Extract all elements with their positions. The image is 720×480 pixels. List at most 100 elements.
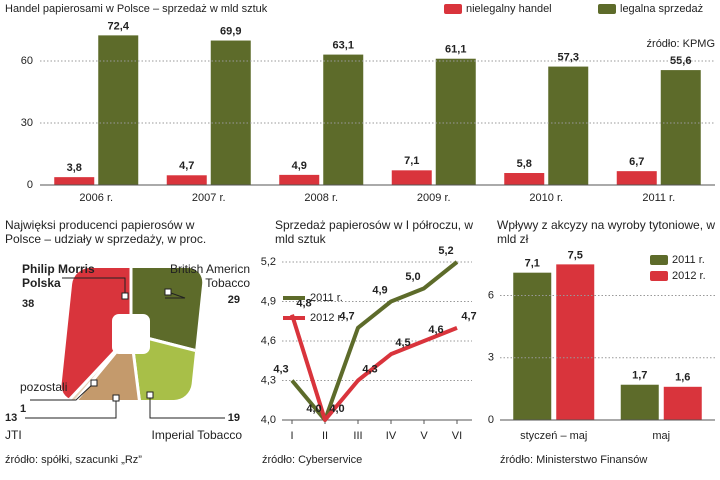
x-tick-label: 2006 r. bbox=[79, 192, 113, 204]
bar bbox=[616, 171, 657, 185]
value-label: 4,9 bbox=[292, 160, 307, 172]
y-tick-label: 0 bbox=[27, 179, 33, 191]
value-label: 5,2 bbox=[438, 245, 453, 257]
bar bbox=[663, 386, 702, 420]
value-label: 4,9 bbox=[372, 284, 387, 296]
leader-line bbox=[62, 277, 126, 296]
value-label: 4,3 bbox=[273, 363, 288, 375]
value-label: 4,3 bbox=[362, 363, 377, 375]
y-tick-label: 6 bbox=[488, 289, 494, 301]
bar bbox=[435, 58, 476, 185]
y-tick-label: 4,0 bbox=[261, 414, 276, 426]
x-tick-label: 2007 r. bbox=[192, 192, 226, 204]
value-label: 7,1 bbox=[525, 258, 540, 270]
pie-slice bbox=[59, 330, 151, 400]
value-label: 1,6 bbox=[675, 372, 690, 384]
value-label: 4,0 bbox=[329, 403, 344, 415]
x-tick-label: IV bbox=[386, 430, 397, 442]
bar bbox=[660, 70, 701, 185]
chart-title: Sprzedaż papierosów w I półroczu, w mld … bbox=[275, 218, 474, 246]
x-tick-label: 2010 r. bbox=[529, 192, 563, 204]
series-line bbox=[290, 314, 458, 422]
x-tick-label: I bbox=[290, 430, 293, 442]
bar bbox=[504, 173, 545, 185]
slice-label: pozostali bbox=[20, 380, 68, 394]
y-tick-label: 4,9 bbox=[261, 295, 276, 307]
slice-value: 38 bbox=[22, 298, 34, 310]
chart-title: Handel papierosami w Polsce – sprzedaż w… bbox=[5, 3, 268, 15]
slice-value: 13 bbox=[5, 412, 17, 424]
value-label: 6,7 bbox=[629, 156, 644, 168]
bar bbox=[54, 177, 95, 185]
leader-end bbox=[146, 391, 154, 399]
value-label: 69,9 bbox=[220, 25, 241, 37]
legend-label: nielegalny handel bbox=[466, 3, 552, 15]
bar bbox=[279, 174, 320, 185]
bar bbox=[391, 170, 432, 185]
x-tick-label: II bbox=[322, 430, 328, 442]
series-line bbox=[290, 260, 459, 422]
source-note: źródło: KPMG bbox=[647, 38, 715, 50]
value-label: 7,1 bbox=[404, 155, 419, 167]
value-label: 61,1 bbox=[445, 44, 466, 56]
value-label: 1,7 bbox=[632, 370, 647, 382]
bar bbox=[210, 40, 251, 185]
legend-swatch bbox=[650, 255, 668, 265]
leader-line bbox=[149, 395, 225, 419]
value-label: 63,1 bbox=[333, 39, 354, 51]
leader-line bbox=[165, 291, 186, 299]
legend-label: legalna sprzedaż bbox=[620, 3, 703, 15]
value-label: 5,0 bbox=[405, 271, 420, 283]
leader-line bbox=[25, 398, 117, 419]
x-tick-label: 2011 r. bbox=[642, 192, 675, 204]
bar bbox=[548, 66, 589, 185]
legend-label: 2011 r. bbox=[310, 292, 343, 304]
slice-value: 29 bbox=[228, 294, 240, 306]
leader-end bbox=[90, 379, 98, 387]
value-label: 4,7 bbox=[179, 160, 194, 172]
slice-value: 1 bbox=[20, 403, 26, 415]
source-note: źródło: Cyberservice bbox=[262, 454, 362, 466]
y-tick-label: 30 bbox=[21, 117, 33, 129]
legend-label: 2012 r. bbox=[672, 270, 706, 282]
y-tick-label: 4,3 bbox=[261, 374, 276, 386]
value-label: 4,8 bbox=[296, 298, 311, 310]
slice-value: 19 bbox=[228, 412, 240, 424]
pie-hole bbox=[112, 314, 150, 354]
bar bbox=[620, 384, 659, 420]
x-tick-label: 2009 r. bbox=[417, 192, 451, 204]
leader-line bbox=[30, 382, 95, 401]
pie-slice bbox=[129, 268, 204, 371]
x-tick-label: 2008 r. bbox=[304, 192, 338, 204]
value-label: 57,3 bbox=[558, 51, 579, 63]
value-label: 3,8 bbox=[67, 162, 82, 174]
bar bbox=[556, 264, 595, 420]
value-label: 4,6 bbox=[428, 324, 443, 336]
slice-label: JTI bbox=[5, 428, 22, 442]
value-label: 7,5 bbox=[568, 249, 583, 261]
source-note: źródło: spółki, szacunki „Rz” bbox=[5, 454, 142, 466]
x-tick-label: styczeń – maj bbox=[520, 430, 587, 442]
x-tick-label: VI bbox=[452, 430, 462, 442]
source-note: źródło: Ministerstwo Finansów bbox=[500, 454, 647, 466]
bar bbox=[513, 272, 552, 420]
pie-slice bbox=[129, 331, 204, 400]
legend-swatch bbox=[650, 271, 668, 281]
value-label: 4,7 bbox=[339, 311, 354, 323]
legend-label: 2012 r. bbox=[310, 312, 344, 324]
bar bbox=[166, 175, 207, 185]
value-label: 4,0 bbox=[306, 403, 321, 415]
legend-swatch bbox=[444, 4, 462, 14]
bar bbox=[98, 35, 139, 185]
legend-label: 2011 r. bbox=[672, 254, 705, 266]
bar bbox=[323, 54, 364, 185]
leader-end bbox=[112, 394, 120, 402]
y-tick-label: 3 bbox=[488, 352, 494, 364]
value-label: 4,7 bbox=[461, 311, 476, 323]
chart-title: Najwięksi producenci papierosów w Polsce… bbox=[5, 218, 207, 246]
leader-end bbox=[121, 292, 129, 300]
chart-title: Wpływy z akcyzy na wyroby tytoniowe, w m… bbox=[497, 218, 716, 246]
value-label: 4,5 bbox=[395, 337, 410, 349]
